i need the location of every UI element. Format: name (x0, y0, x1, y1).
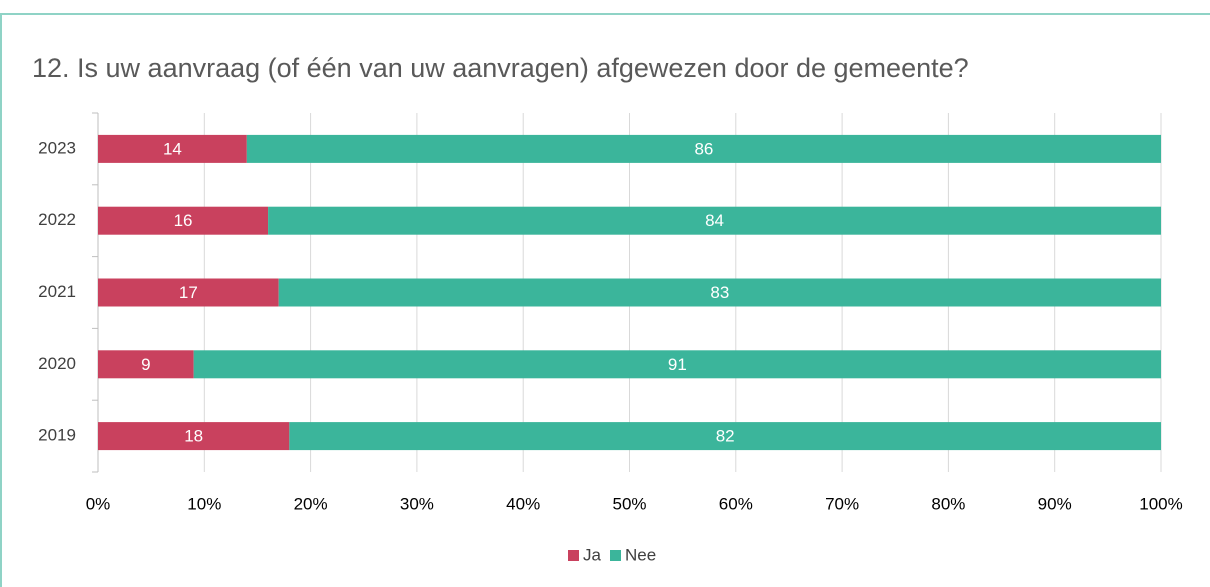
bar-segment (289, 422, 1162, 451)
data-label: 9 (141, 355, 150, 374)
x-tick-label: 90% (1038, 494, 1072, 513)
data-label: 91 (668, 355, 687, 374)
legend-label: Ja (583, 545, 602, 564)
data-label: 18 (184, 427, 203, 446)
y-tick-label: 2020 (38, 354, 76, 373)
x-tick-label: 50% (612, 494, 646, 513)
bar-segment (98, 278, 279, 307)
x-tick-label: 100% (1139, 494, 1182, 513)
bar-segment (98, 422, 290, 451)
y-tick-label: 2023 (38, 138, 76, 157)
bar-segment (98, 134, 247, 163)
x-tick-label: 40% (506, 494, 540, 513)
legend-label: Nee (625, 545, 656, 564)
frame (0, 13, 1210, 587)
data-label: 86 (694, 139, 713, 158)
legend-swatch (568, 550, 579, 561)
x-tick-label: 70% (825, 494, 859, 513)
bar-segment (98, 206, 269, 235)
x-tick-label: 60% (719, 494, 753, 513)
bar-segment (278, 278, 1162, 307)
x-tick-label: 30% (400, 494, 434, 513)
x-tick-label: 0% (86, 494, 111, 513)
x-tick-label: 80% (931, 494, 965, 513)
x-tick-label: 10% (187, 494, 221, 513)
data-label: 14 (163, 139, 182, 158)
y-tick-label: 2019 (38, 426, 76, 445)
bar-segment (193, 350, 1162, 379)
legend-swatch (610, 550, 621, 561)
x-tick-label: 20% (294, 494, 328, 513)
data-label: 84 (705, 211, 724, 230)
bar-segment (98, 350, 194, 379)
data-label: 83 (710, 283, 729, 302)
bar-segment (268, 206, 1162, 235)
data-label: 17 (179, 283, 198, 302)
y-tick-label: 2022 (38, 210, 76, 229)
data-label: 82 (716, 427, 735, 446)
chart-title: 12. Is uw aanvraag (of één van uw aanvra… (32, 53, 969, 83)
data-label: 16 (174, 211, 193, 230)
bar-segment (246, 134, 1161, 163)
y-tick-label: 2021 (38, 282, 76, 301)
